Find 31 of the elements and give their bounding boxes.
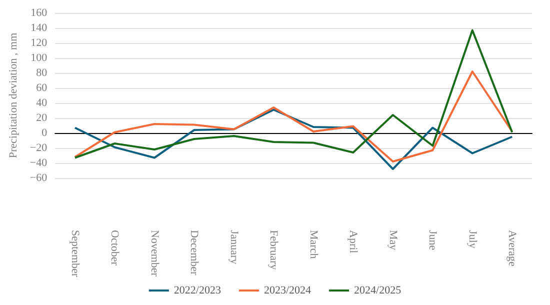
y-tick-label: 40 xyxy=(36,97,48,109)
line-series xyxy=(74,70,514,162)
x-tick-label: September xyxy=(68,230,81,278)
y-tick-label: −40 xyxy=(30,157,48,169)
legend-label: 2022/2023 xyxy=(174,284,222,296)
y-tick-label: 20 xyxy=(36,112,48,124)
y-tick-label: 120 xyxy=(30,37,48,49)
x-tick-label: Average xyxy=(506,230,518,267)
y-tick-label: 80 xyxy=(36,67,48,79)
x-tick-label: May xyxy=(386,230,399,251)
y-tick-label: 100 xyxy=(30,52,48,64)
x-tick-label: March xyxy=(307,230,320,260)
y-axis-title: Precipitation deviation , mm xyxy=(8,32,20,158)
x-tick-label: December xyxy=(188,230,200,276)
y-tick-label: −60 xyxy=(30,172,48,184)
y-tick-label: −20 xyxy=(30,142,48,154)
line-series xyxy=(74,108,514,170)
legend-label: 2024/2025 xyxy=(354,284,402,296)
y-tick-label: 160 xyxy=(30,7,48,19)
y-tick-label: 0 xyxy=(42,127,48,139)
legend-label: 2023/2024 xyxy=(264,284,312,296)
x-tick-label: October xyxy=(108,230,121,266)
x-tick-label: January xyxy=(228,230,240,265)
x-tick-label: June xyxy=(426,230,439,250)
y-tick-label: 60 xyxy=(36,82,48,94)
line-series xyxy=(74,29,514,159)
x-tick-label: February xyxy=(268,230,280,270)
y-tick-label: 140 xyxy=(30,22,48,34)
x-tick-label: November xyxy=(148,230,160,277)
x-tick-label: July xyxy=(466,230,478,249)
x-tick-label: April xyxy=(347,230,360,254)
